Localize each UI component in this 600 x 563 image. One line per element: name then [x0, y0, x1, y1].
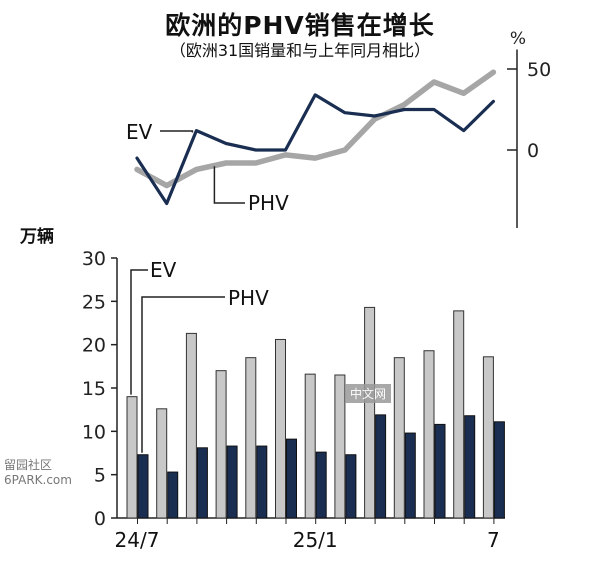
- bar-ev: [185, 332, 197, 519]
- bar-phv: [286, 438, 297, 519]
- bar-y-axis-label: 万辆: [20, 227, 54, 247]
- line-y-tick-label: 0: [527, 140, 539, 162]
- bar-y-tick-label: 10: [82, 421, 106, 443]
- bar-ev: [482, 356, 494, 519]
- bar-phv: [256, 445, 268, 519]
- watermark-community: 留园社区: [4, 458, 53, 472]
- line-ev-leader: [160, 130, 194, 133]
- bar-phv: [315, 451, 327, 519]
- bar-y-tick-label: 15: [82, 378, 106, 400]
- bar-phv: [196, 447, 208, 519]
- bar-x-tick-label: 24/7: [115, 528, 160, 552]
- bar-phv: [167, 471, 179, 519]
- bar-ev: [215, 370, 227, 519]
- bar-phv: [226, 445, 238, 519]
- bar-phv: [375, 414, 387, 519]
- bar-phv: [464, 415, 476, 519]
- chart-title: 欧洲的PHV销售在增长: [165, 11, 435, 40]
- bar-y-tick-label: 0: [94, 508, 106, 530]
- bar-phv: [434, 423, 446, 519]
- bar-x-tick-label: 25/1: [293, 528, 338, 552]
- bar-phv-leader: [141, 296, 225, 453]
- bar-phv: [493, 421, 505, 519]
- line-ev-label: EV: [126, 120, 153, 144]
- line-phv-leader: [213, 166, 245, 204]
- line-y-unit: %: [510, 29, 526, 49]
- watermark-site-text: 6PARK.com: [4, 473, 72, 487]
- chart-subtitle: （欧洲31国销量和与上年同月相比）: [169, 41, 431, 60]
- bar-ev: [245, 357, 257, 519]
- bar-ev-label: EV: [150, 258, 177, 282]
- bar-phv-label: PHV: [228, 286, 269, 310]
- bar-ev: [126, 396, 138, 519]
- bar-ev: [393, 357, 405, 519]
- bar-ev: [334, 374, 346, 519]
- line-phv-label: PHV: [248, 191, 289, 215]
- bar-phv: [404, 432, 416, 519]
- line-series-ev: [135, 93, 495, 206]
- bar-y-tick-label: 5: [94, 465, 106, 487]
- line-series-phv: [134, 69, 497, 189]
- bar-y-tick-label: 25: [82, 291, 106, 313]
- bar-x-tick-label: 7: [487, 528, 500, 552]
- bar-ev-leader: [130, 269, 148, 395]
- watermark-badge: 中文网: [345, 384, 392, 403]
- bar-ev: [275, 338, 286, 519]
- bar-ev: [364, 306, 376, 519]
- line-y-tick-label: 50: [527, 59, 551, 81]
- bar-ev: [304, 373, 316, 519]
- watermark-site: 留园社区 6PARK.com: [4, 458, 72, 488]
- bar-ev: [453, 310, 465, 519]
- bar-y-tick-label: 30: [82, 248, 106, 270]
- bar-ev: [423, 350, 435, 519]
- bar-phv: [137, 454, 149, 519]
- bar-ev: [156, 408, 168, 519]
- bar-phv: [345, 454, 357, 519]
- bar-y-tick-label: 20: [82, 335, 106, 357]
